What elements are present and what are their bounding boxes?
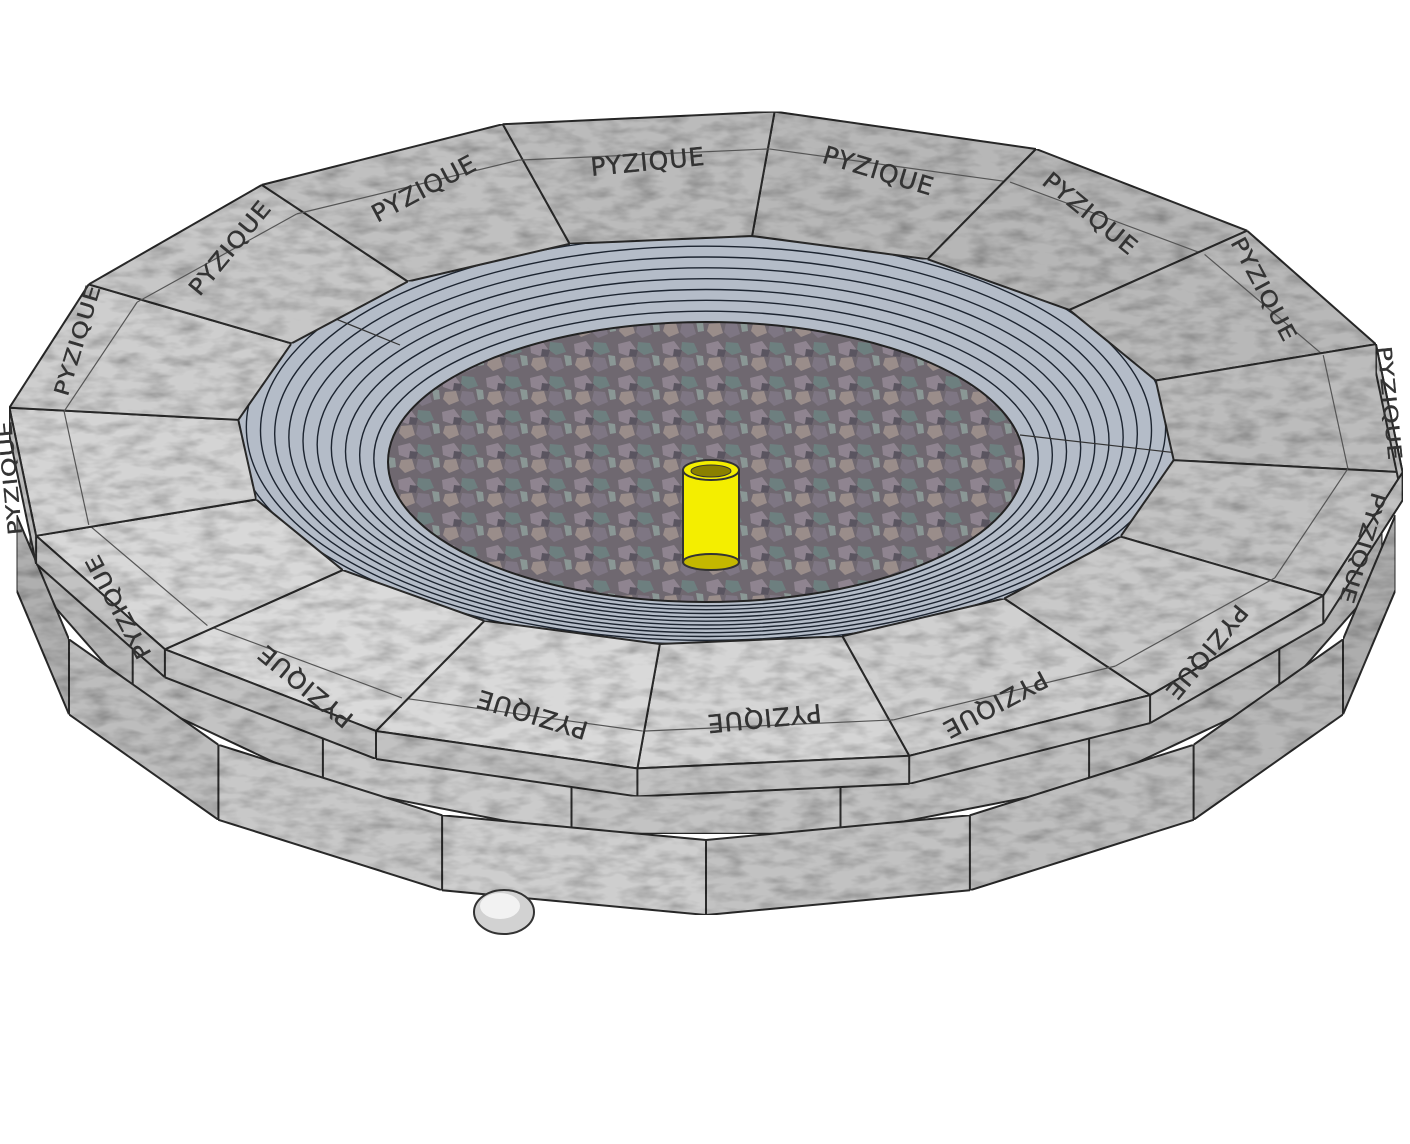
ring-groove: [316, 267, 1096, 622]
yellow-gas-pipe-icon: [682, 459, 740, 571]
cap-groove: [136, 213, 298, 303]
cap-groove: [207, 624, 403, 699]
ring-groove: [358, 299, 1054, 611]
gas-pipe-base: [682, 553, 740, 571]
cap-groove: [296, 159, 519, 215]
cap-groove: [1114, 577, 1276, 667]
gas-pipe-body: [682, 469, 740, 563]
cap-groove: [1204, 253, 1324, 356]
gas-inlet-highlight: [480, 893, 520, 919]
gas-pipe-bore: [690, 464, 732, 478]
cap-groove: [1009, 181, 1205, 256]
cap-groove: [893, 665, 1116, 721]
ring-groove: [288, 245, 1124, 630]
cap-groove: [88, 524, 208, 627]
cap-block: [501, 110, 776, 245]
ring-groove: [302, 256, 1110, 626]
cap-groove: [1274, 468, 1349, 579]
ring-seam: [1019, 434, 1196, 456]
ring-groove: [344, 288, 1068, 615]
cap-groove: [518, 148, 770, 161]
cap-groove: [1322, 354, 1349, 469]
cap-groove: [63, 411, 90, 526]
cap-groove: [401, 697, 643, 732]
cap-groove: [642, 719, 894, 732]
cap-groove: [769, 148, 1011, 183]
ring-groove: [330, 277, 1082, 619]
cap-groove: [63, 301, 138, 412]
ring-groove: [373, 310, 1039, 607]
cap-edge: [8, 407, 38, 565]
